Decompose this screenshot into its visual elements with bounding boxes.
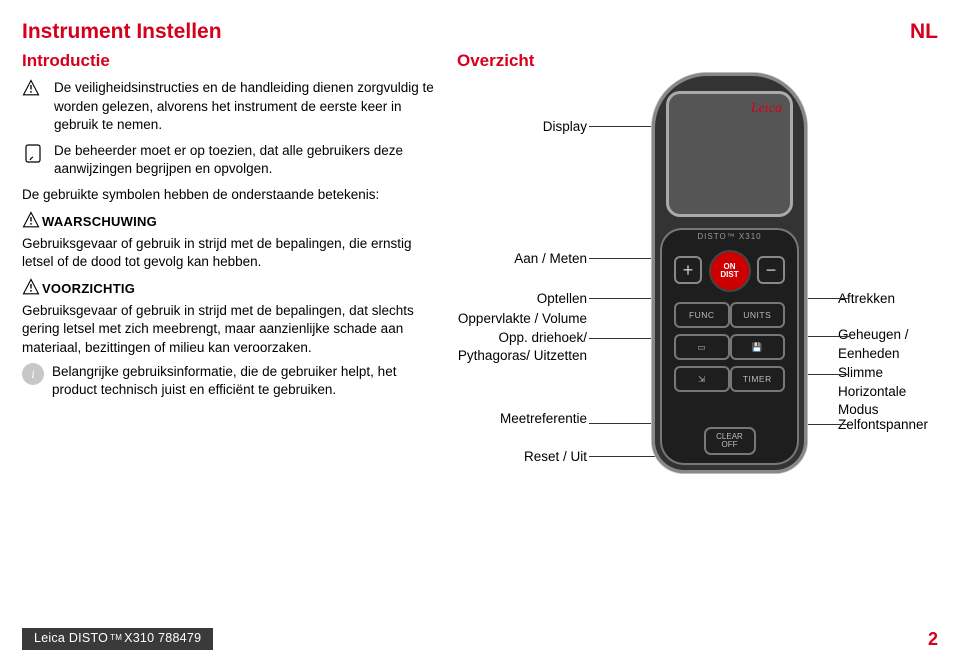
warning-icon <box>22 79 46 103</box>
introduction-section: Introductie De veiligheidsinstructies en… <box>22 48 437 399</box>
timer-button: TIMER <box>730 366 786 392</box>
page-title: Instrument Instellen <box>22 18 938 46</box>
page-number: 2 <box>928 627 938 651</box>
caution-icon <box>22 278 40 301</box>
keypad: DISTO™ X310 + − ON DIST FUNC UNITS ▭ 💾 <box>660 228 799 465</box>
label-meetref: Meetreferentie <box>457 410 587 428</box>
ref-icon-button: ⇲ <box>674 366 730 392</box>
dist-label: DIST <box>720 271 738 279</box>
label-reset: Reset / Uit <box>457 448 587 466</box>
device-illustration: Leica DISTO™ X310 + − ON DIST FUNC UNITS <box>652 73 807 473</box>
label-zelf: Zelfontspanner <box>838 416 938 434</box>
caution-body: Gebruiksgevaar of gebruik in strijd met … <box>22 302 437 357</box>
brand-label: Leica <box>751 100 782 119</box>
label-aan-meten: Aan / Meten <box>457 250 587 268</box>
func-button: FUNC <box>674 302 730 328</box>
symbols-lead: De gebruikte symbolen hebben de ondersta… <box>22 186 437 204</box>
label-aftrekken: Aftrekken <box>838 290 938 308</box>
intro-admin-text: De beheerder moet er op toezien, dat all… <box>54 142 437 178</box>
label-slimme: Slimme Horizontale Modus <box>838 364 938 419</box>
page: NL Instrument Instellen Introductie De v… <box>0 0 960 663</box>
info-icon: i <box>22 363 44 385</box>
label-geheugen: Geheugen / Eenheden <box>838 326 938 362</box>
off-label: OFF <box>722 441 738 449</box>
overview-title: Overzicht <box>457 50 938 73</box>
warning-icon <box>22 211 40 234</box>
footer: Leica DISTOTM X310 788479 2 <box>0 627 960 651</box>
minus-button: − <box>757 256 785 284</box>
intro-subtitle: Introductie <box>22 50 437 73</box>
language-code: NL <box>910 18 938 46</box>
clear-off-button: CLEAR OFF <box>704 427 756 455</box>
units-button: UNITS <box>730 302 786 328</box>
label-display: Display <box>457 118 587 136</box>
overview-section: Overzicht Display Aan / Meten Optellen O… <box>457 48 938 508</box>
save-icon-button: 💾 <box>730 334 786 360</box>
model-label: DISTO™ X310 <box>697 232 761 243</box>
info-body: Belangrijke gebruiksinformatie, die de g… <box>52 363 437 399</box>
area-icon-button: ▭ <box>674 334 730 360</box>
footer-product-id: Leica DISTOTM X310 788479 <box>22 628 213 650</box>
warning-caption: WAARSCHUWING <box>42 214 157 229</box>
manual-icon <box>22 142 46 166</box>
on-dist-button: ON DIST <box>709 250 751 292</box>
warning-body: Gebruiksgevaar of gebruik in strijd met … <box>22 235 437 271</box>
intro-safety-text: De veiligheidsinstructies en de handleid… <box>54 79 437 134</box>
label-optellen: Optellen <box>457 290 587 308</box>
plus-button: + <box>674 256 702 284</box>
caution-caption: VOORZICHTIG <box>42 281 135 296</box>
label-oppervlakte: Oppervlakte / Volume Opp. driehoek/ Pyth… <box>457 310 587 365</box>
